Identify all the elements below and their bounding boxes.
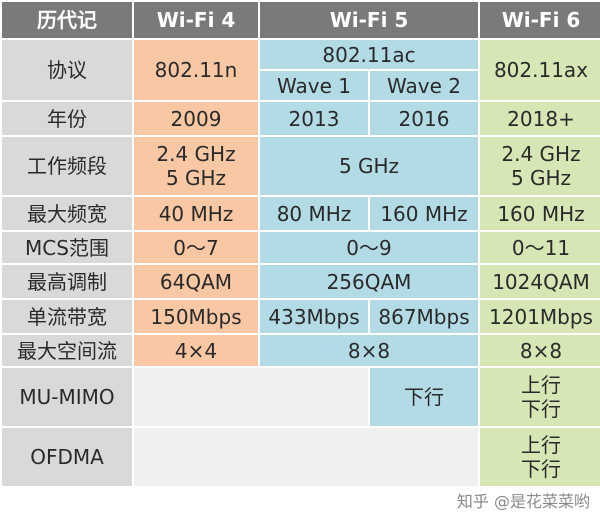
protocol-wifi5: 802.11ac <box>260 40 478 69</box>
band-wifi4: 2.4 GHz 5 GHz <box>134 137 258 195</box>
modulation-row: 最高调制 64QAM 256QAM 1024QAM <box>2 265 600 298</box>
year-wifi6: 2018+ <box>480 102 600 135</box>
year-wave1: 2013 <box>260 102 368 135</box>
band-wifi4-line2: 5 GHz <box>165 166 227 190</box>
band-wifi6: 2.4 GHz 5 GHz <box>480 137 600 195</box>
bandwidth-row: 最大频宽 40 MHz 80 MHz 160 MHz 160 MHz <box>2 197 600 230</box>
mcs-wifi6: 0～11 <box>480 232 600 263</box>
spatial-streams-row: 最大空间流 4×4 8×8 8×8 <box>2 335 600 366</box>
mu-mimo-wave2: 下行 <box>370 368 478 426</box>
mu-mimo-wifi6: 上行 下行 <box>480 368 600 426</box>
ofdma-row: OFDMA 上行 下行 <box>2 428 600 486</box>
band-wifi6-line1: 2.4 GHz <box>501 142 581 166</box>
header-wifi5: Wi-Fi 5 <box>260 2 478 38</box>
header-wifi6: Wi-Fi 6 <box>480 2 600 38</box>
mcs-wifi5: 0～9 <box>260 232 478 263</box>
year-wifi4: 2009 <box>134 102 258 135</box>
single-stream-wave2: 867Mbps <box>370 300 478 333</box>
spatial-streams-wifi6: 8×8 <box>480 335 600 366</box>
ofdma-wifi6: 上行 下行 <box>480 428 600 486</box>
ofdma-label: OFDMA <box>2 428 132 486</box>
mu-mimo-wifi6-line1: 上行 <box>521 373 561 397</box>
band-wifi5: 5 GHz <box>260 137 478 195</box>
mu-mimo-label: MU-MIMO <box>2 368 132 426</box>
band-label: 工作频段 <box>2 137 132 195</box>
spatial-streams-wifi5: 8×8 <box>260 335 478 366</box>
protocol-label: 协议 <box>2 40 132 100</box>
spatial-streams-wifi4: 4×4 <box>134 335 258 366</box>
year-row: 年份 2009 2013 2016 2018+ <box>2 102 600 135</box>
header-wifi4: Wi-Fi 4 <box>134 2 258 38</box>
year-label: 年份 <box>2 102 132 135</box>
protocol-wave2: Wave 2 <box>370 71 478 100</box>
spatial-streams-label: 最大空间流 <box>2 335 132 366</box>
single-stream-wifi4: 150Mbps <box>134 300 258 333</box>
single-stream-wifi6: 1201Mbps <box>480 300 600 333</box>
modulation-wifi5: 256QAM <box>260 265 478 298</box>
wave-row: Wave 1 Wave 2 <box>2 71 600 100</box>
protocol-wifi6: 802.11ax <box>480 40 600 100</box>
single-stream-row: 单流带宽 150Mbps 433Mbps 867Mbps 1201Mbps <box>2 300 600 333</box>
mcs-label: MCS范围 <box>2 232 132 263</box>
modulation-wifi6: 1024QAM <box>480 265 600 298</box>
bandwidth-wifi6: 160 MHz <box>480 197 600 230</box>
protocol-wifi4: 802.11n <box>134 40 258 100</box>
header-history: 历代记 <box>2 2 132 38</box>
ofdma-wifi6-line1: 上行 <box>521 433 561 457</box>
single-stream-wave1: 433Mbps <box>260 300 368 333</box>
wifi-comparison-table: 历代记 Wi-Fi 4 Wi-Fi 5 Wi-Fi 6 协议 802.11n 8… <box>0 0 600 488</box>
header-row: 历代记 Wi-Fi 4 Wi-Fi 5 Wi-Fi 6 <box>2 2 600 38</box>
year-wave2: 2016 <box>370 102 478 135</box>
protocol-row: 协议 802.11n 802.11ac 802.11ax <box>2 40 600 100</box>
mcs-wifi4: 0～7 <box>134 232 258 263</box>
ofdma-wifi6-line2: 下行 <box>521 457 561 481</box>
band-wifi6-line2: 5 GHz <box>510 166 572 190</box>
bandwidth-wifi4: 40 MHz <box>134 197 258 230</box>
bandwidth-wave2: 160 MHz <box>370 197 478 230</box>
mu-mimo-row: MU-MIMO 下行 上行 下行 <box>2 368 600 426</box>
watermark: 知乎 @是花菜菜哟 <box>456 492 590 511</box>
band-wifi4-line1: 2.4 GHz <box>156 142 236 166</box>
modulation-label: 最高调制 <box>2 265 132 298</box>
band-row: 工作频段 2.4 GHz 5 GHz 5 GHz 2.4 GHz 5 GHz <box>2 137 600 195</box>
mu-mimo-wifi6-line2: 下行 <box>521 397 561 421</box>
modulation-wifi4: 64QAM <box>134 265 258 298</box>
bandwidth-wave1: 80 MHz <box>260 197 368 230</box>
single-stream-label: 单流带宽 <box>2 300 132 333</box>
mu-mimo-empty <box>134 368 368 426</box>
bandwidth-label: 最大频宽 <box>2 197 132 230</box>
protocol-wave1: Wave 1 <box>260 71 368 100</box>
ofdma-empty <box>134 428 478 486</box>
mcs-row: MCS范围 0～7 0～9 0～11 <box>2 232 600 263</box>
